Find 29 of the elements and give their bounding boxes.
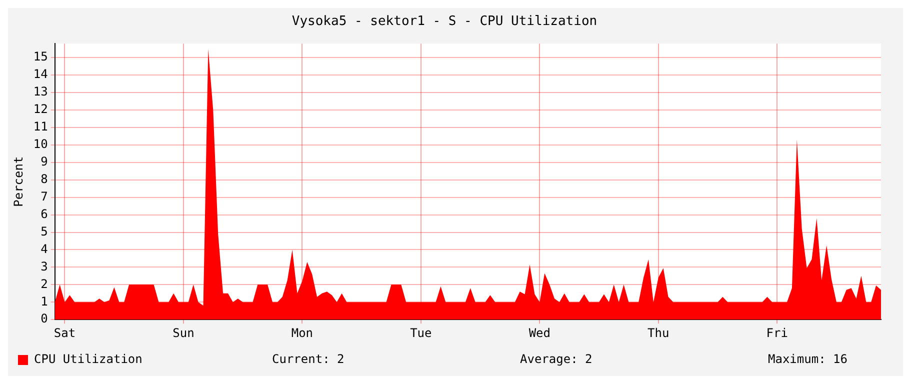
y-tick-label: 3 [40,259,48,274]
y-tick-label: 6 [40,206,48,221]
text: Current: 2 [272,352,344,366]
legend-label: CPU Utilization [34,352,142,366]
x-tick-label: Wed [528,326,550,340]
x-tick-label: Sun [172,326,194,340]
y-tick-label: 4 [40,242,48,256]
y-axis-title: Percent [11,156,26,207]
y-tick-label: 5 [40,224,48,238]
y-tick-label: 14 [33,67,48,82]
y-tick-label: 13 [33,84,48,99]
y-tick-label: 8 [40,172,48,186]
y-tick-label: 11 [33,120,48,134]
chart-title: Vysoka5 - sektor1 - S - CPU Utilization [292,14,598,30]
y-tick-label: 0 [40,312,48,326]
y-tick-label: 12 [33,102,48,116]
x-tick-label: Thu [648,326,670,340]
y-tick-label: 1 [40,294,48,308]
x-tick-label: Fri [766,326,788,340]
x-tick-label: Mon [291,326,314,340]
y-tick-label: 2 [40,276,48,291]
y-tick-label: 9 [40,154,48,169]
text: Maximum: 16 [768,352,848,366]
x-tick-label: Sat [54,326,76,340]
y-tick-label: 7 [40,189,48,204]
y-tick-label: 10 [33,137,48,152]
y-tick-label: 15 [33,50,48,64]
x-tick-label: Tue [410,326,432,340]
text: Average: 2 [520,352,592,366]
